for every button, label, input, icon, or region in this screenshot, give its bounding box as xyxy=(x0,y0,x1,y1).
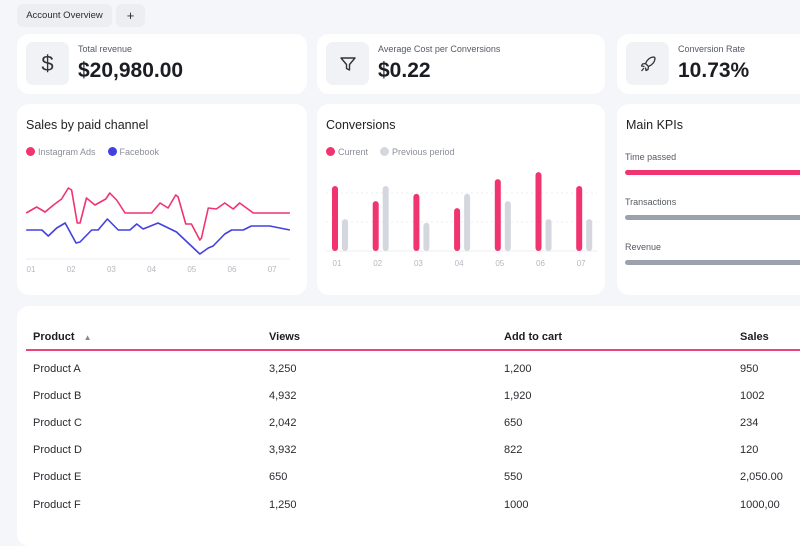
table-cell: 650 xyxy=(269,471,288,484)
bar-previous xyxy=(342,219,348,251)
stat-value: 10.73% xyxy=(678,59,750,82)
bar-previous xyxy=(545,219,552,251)
table-cell: 3,250 xyxy=(269,363,297,375)
x-tick-label: 01 xyxy=(333,259,342,268)
bar-previous xyxy=(504,201,511,251)
column-header-add-to-cart[interactable]: Add to cart xyxy=(504,331,563,343)
x-tick-label: 01 xyxy=(27,265,36,274)
kpi-bar-time-passed xyxy=(625,170,800,175)
x-tick-label: 07 xyxy=(577,259,586,268)
table-cell: 2,050.00 xyxy=(740,471,783,484)
chart-legend: Instagram Ads Facebook xyxy=(26,147,159,157)
dollar-icon: $ xyxy=(26,42,69,85)
sort-ascending-icon[interactable]: ▲ xyxy=(83,333,92,342)
table-cell: 650 xyxy=(504,417,523,430)
x-tick-label: 04 xyxy=(147,265,156,274)
bar-current xyxy=(454,208,461,251)
table-cell: 234 xyxy=(740,417,759,430)
bar-current xyxy=(372,201,379,251)
table-cell: 1002 xyxy=(740,390,765,403)
kpi-label: Transactions xyxy=(625,197,677,207)
legend-label: Facebook xyxy=(119,147,160,157)
table-cell: Product F xyxy=(33,498,81,511)
bar-current xyxy=(576,186,583,251)
kpi-bar-revenue xyxy=(625,260,800,265)
table-cell: Product D xyxy=(33,444,82,457)
x-tick-label: 02 xyxy=(67,265,76,274)
x-tick-label: 03 xyxy=(414,259,423,268)
table-cell: 1,200 xyxy=(504,363,532,375)
stat-value: $0.22 xyxy=(378,59,431,82)
tab-account-overview[interactable]: Account Overview xyxy=(17,4,112,27)
bar-previous xyxy=(423,222,430,251)
filter-icon xyxy=(326,42,369,85)
table-cell: 2,042 xyxy=(269,417,297,430)
x-tick-label: 05 xyxy=(187,265,196,274)
legend-facebook: Facebook xyxy=(107,147,160,157)
table-cell: 1000,00 xyxy=(740,498,780,511)
stat-label: Total revenue xyxy=(78,44,133,54)
products-table: Product ▲ Views Add to cart Sales Produc… xyxy=(17,306,800,546)
series-line-0 xyxy=(25,187,290,241)
table-cell: Product A xyxy=(33,363,81,375)
x-tick-label: 03 xyxy=(107,265,116,274)
chart-legend: Current Previous period xyxy=(326,147,455,157)
table-cell: 3,932 xyxy=(269,444,297,457)
kpi-bar-transactions xyxy=(625,215,800,220)
legend-label: Current xyxy=(338,147,369,157)
bar-chart: 01 02 03 04 05 06 07 xyxy=(326,172,597,268)
legend-previous: Previous period xyxy=(380,147,455,157)
stat-card-avg-cost: Average Cost per Conversions $0.22 xyxy=(317,34,605,94)
x-tick-label: 02 xyxy=(373,259,382,268)
bar-previous xyxy=(382,186,389,251)
chart-title: Conversions xyxy=(326,118,396,132)
bar-current xyxy=(494,179,501,251)
table-cell: Product C xyxy=(33,417,82,430)
legend-current: Current xyxy=(326,147,368,157)
bar-current xyxy=(535,172,542,251)
x-tick-label: 06 xyxy=(536,259,545,268)
main-kpis-card: Main KPIs Time passed Transactions Reven… xyxy=(617,104,800,295)
kpis-title: Main KPIs xyxy=(626,118,683,132)
rocket-icon xyxy=(626,42,669,85)
table-cell: 822 xyxy=(504,444,523,457)
legend-label: Instagram Ads xyxy=(38,147,96,157)
table-cell: 4,932 xyxy=(269,390,297,403)
column-header-views[interactable]: Views xyxy=(269,331,300,343)
table-cell: Product E xyxy=(33,471,82,484)
conversions-card: Conversions Current Previous period 01 02… xyxy=(317,104,605,295)
table-cell: 120 xyxy=(740,444,759,457)
legend-label: Previous period xyxy=(392,147,455,157)
kpi-label: Time passed xyxy=(625,152,677,162)
bar-previous xyxy=(586,219,593,251)
bar-current xyxy=(413,193,420,251)
x-tick-label: 07 xyxy=(268,265,277,274)
kpi-label: Revenue xyxy=(625,242,662,252)
bar-previous xyxy=(464,193,471,251)
header-divider xyxy=(26,349,800,351)
x-tick-label: 06 xyxy=(228,265,237,274)
line-chart: 01 02 03 04 05 06 07 xyxy=(25,187,291,274)
stat-card-total-revenue: $ Total revenue $20,980.00 xyxy=(17,34,307,94)
stat-value: $20,980.00 xyxy=(78,59,184,82)
chart-title: Sales by paid channel xyxy=(26,118,149,132)
table-cell: 1,920 xyxy=(504,390,532,403)
column-header-product[interactable]: Product ▲ xyxy=(33,331,92,343)
table-cell: 950 xyxy=(740,363,759,375)
table-cell: 1,250 xyxy=(269,498,297,511)
x-tick-label: 05 xyxy=(495,259,504,268)
sales-by-channel-card: Sales by paid channel Instagram Ads Face… xyxy=(17,104,307,295)
series-line-1 xyxy=(26,218,291,255)
table-cell: 1000 xyxy=(504,498,529,511)
add-tab-button[interactable]: + xyxy=(116,4,145,27)
bar-current xyxy=(332,186,338,251)
legend-instagram: Instagram Ads xyxy=(26,147,96,157)
table-cell: Product B xyxy=(33,390,82,403)
column-header-sales[interactable]: Sales xyxy=(740,331,769,343)
table-cell: 550 xyxy=(504,471,523,484)
x-tick-label: 04 xyxy=(455,259,464,268)
stat-label: Average Cost per Conversions xyxy=(378,44,501,54)
stat-card-conversion-rate: Conversion Rate 10.73% xyxy=(617,34,800,94)
stat-label: Conversion Rate xyxy=(678,44,746,54)
